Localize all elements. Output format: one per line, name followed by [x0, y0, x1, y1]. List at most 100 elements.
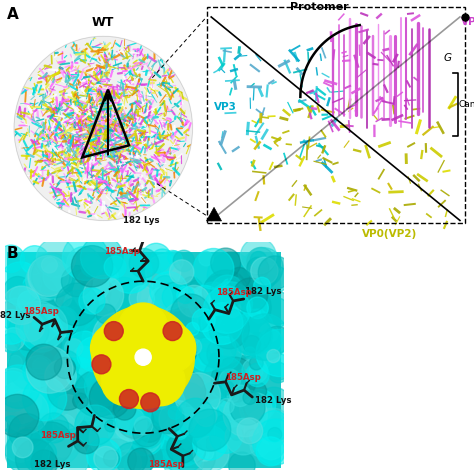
Circle shape: [193, 426, 227, 460]
Circle shape: [243, 247, 283, 287]
Circle shape: [233, 278, 268, 313]
Circle shape: [9, 412, 23, 426]
Circle shape: [29, 254, 70, 294]
Circle shape: [96, 357, 111, 372]
Circle shape: [119, 390, 138, 408]
Circle shape: [117, 409, 163, 456]
Circle shape: [20, 246, 49, 275]
Circle shape: [145, 354, 161, 371]
Circle shape: [12, 437, 33, 458]
Circle shape: [144, 332, 164, 352]
Circle shape: [193, 436, 229, 472]
Circle shape: [143, 312, 179, 349]
Circle shape: [41, 257, 57, 273]
Circle shape: [185, 339, 201, 355]
Circle shape: [75, 405, 115, 446]
Circle shape: [202, 275, 238, 311]
Circle shape: [264, 326, 291, 353]
Circle shape: [0, 245, 25, 273]
Circle shape: [7, 379, 43, 415]
Circle shape: [179, 444, 191, 456]
Circle shape: [255, 408, 292, 445]
Circle shape: [173, 426, 187, 439]
Circle shape: [257, 387, 291, 421]
Circle shape: [9, 355, 22, 369]
Circle shape: [171, 294, 210, 334]
Circle shape: [268, 362, 289, 383]
Circle shape: [63, 280, 82, 299]
Circle shape: [203, 285, 219, 299]
Circle shape: [114, 398, 152, 435]
Circle shape: [145, 384, 171, 409]
Circle shape: [257, 432, 285, 460]
Circle shape: [129, 413, 164, 449]
Circle shape: [162, 426, 176, 440]
Circle shape: [82, 316, 128, 362]
Circle shape: [242, 314, 289, 361]
Circle shape: [2, 328, 25, 351]
Circle shape: [59, 298, 93, 332]
Circle shape: [9, 414, 45, 450]
Circle shape: [53, 368, 73, 388]
Circle shape: [124, 341, 143, 360]
Circle shape: [0, 368, 30, 402]
Circle shape: [230, 390, 265, 425]
Circle shape: [79, 288, 105, 314]
Circle shape: [212, 305, 227, 320]
Circle shape: [43, 262, 72, 291]
Circle shape: [41, 275, 88, 322]
Circle shape: [201, 303, 243, 344]
Circle shape: [81, 254, 103, 277]
Circle shape: [163, 434, 203, 474]
Circle shape: [103, 450, 119, 466]
Circle shape: [187, 444, 205, 462]
Circle shape: [1, 389, 38, 426]
Circle shape: [77, 337, 112, 372]
Circle shape: [0, 365, 40, 408]
Circle shape: [193, 248, 234, 289]
Circle shape: [2, 286, 40, 324]
Circle shape: [256, 437, 285, 466]
Circle shape: [28, 256, 69, 296]
Circle shape: [152, 283, 198, 328]
Circle shape: [152, 401, 184, 434]
Circle shape: [225, 418, 262, 455]
Circle shape: [19, 330, 47, 359]
Circle shape: [57, 291, 86, 320]
Circle shape: [240, 238, 276, 274]
Circle shape: [229, 385, 251, 407]
Circle shape: [30, 422, 73, 465]
Circle shape: [258, 411, 290, 442]
Circle shape: [207, 337, 241, 371]
Circle shape: [249, 430, 262, 443]
Circle shape: [14, 37, 192, 220]
Circle shape: [258, 256, 292, 289]
Circle shape: [199, 352, 211, 365]
Circle shape: [96, 304, 116, 324]
Circle shape: [127, 418, 164, 456]
Circle shape: [47, 370, 87, 410]
Circle shape: [252, 309, 265, 323]
Circle shape: [236, 369, 251, 385]
Circle shape: [148, 287, 178, 316]
Circle shape: [211, 357, 256, 402]
Text: 185Asp: 185Asp: [225, 372, 261, 381]
Circle shape: [3, 416, 20, 433]
Circle shape: [162, 284, 190, 311]
Circle shape: [163, 322, 182, 341]
Circle shape: [89, 416, 133, 459]
Circle shape: [96, 439, 137, 475]
Circle shape: [203, 286, 250, 333]
Text: 185Asp: 185Asp: [216, 288, 252, 297]
Circle shape: [251, 257, 278, 285]
Circle shape: [245, 429, 259, 444]
Circle shape: [137, 281, 173, 316]
Text: VP0(VP2): VP0(VP2): [362, 228, 417, 238]
Circle shape: [141, 393, 160, 412]
Circle shape: [133, 299, 168, 333]
Circle shape: [23, 277, 37, 290]
Circle shape: [1, 333, 20, 352]
Circle shape: [195, 405, 217, 427]
FancyBboxPatch shape: [7, 252, 281, 468]
Circle shape: [215, 316, 234, 335]
